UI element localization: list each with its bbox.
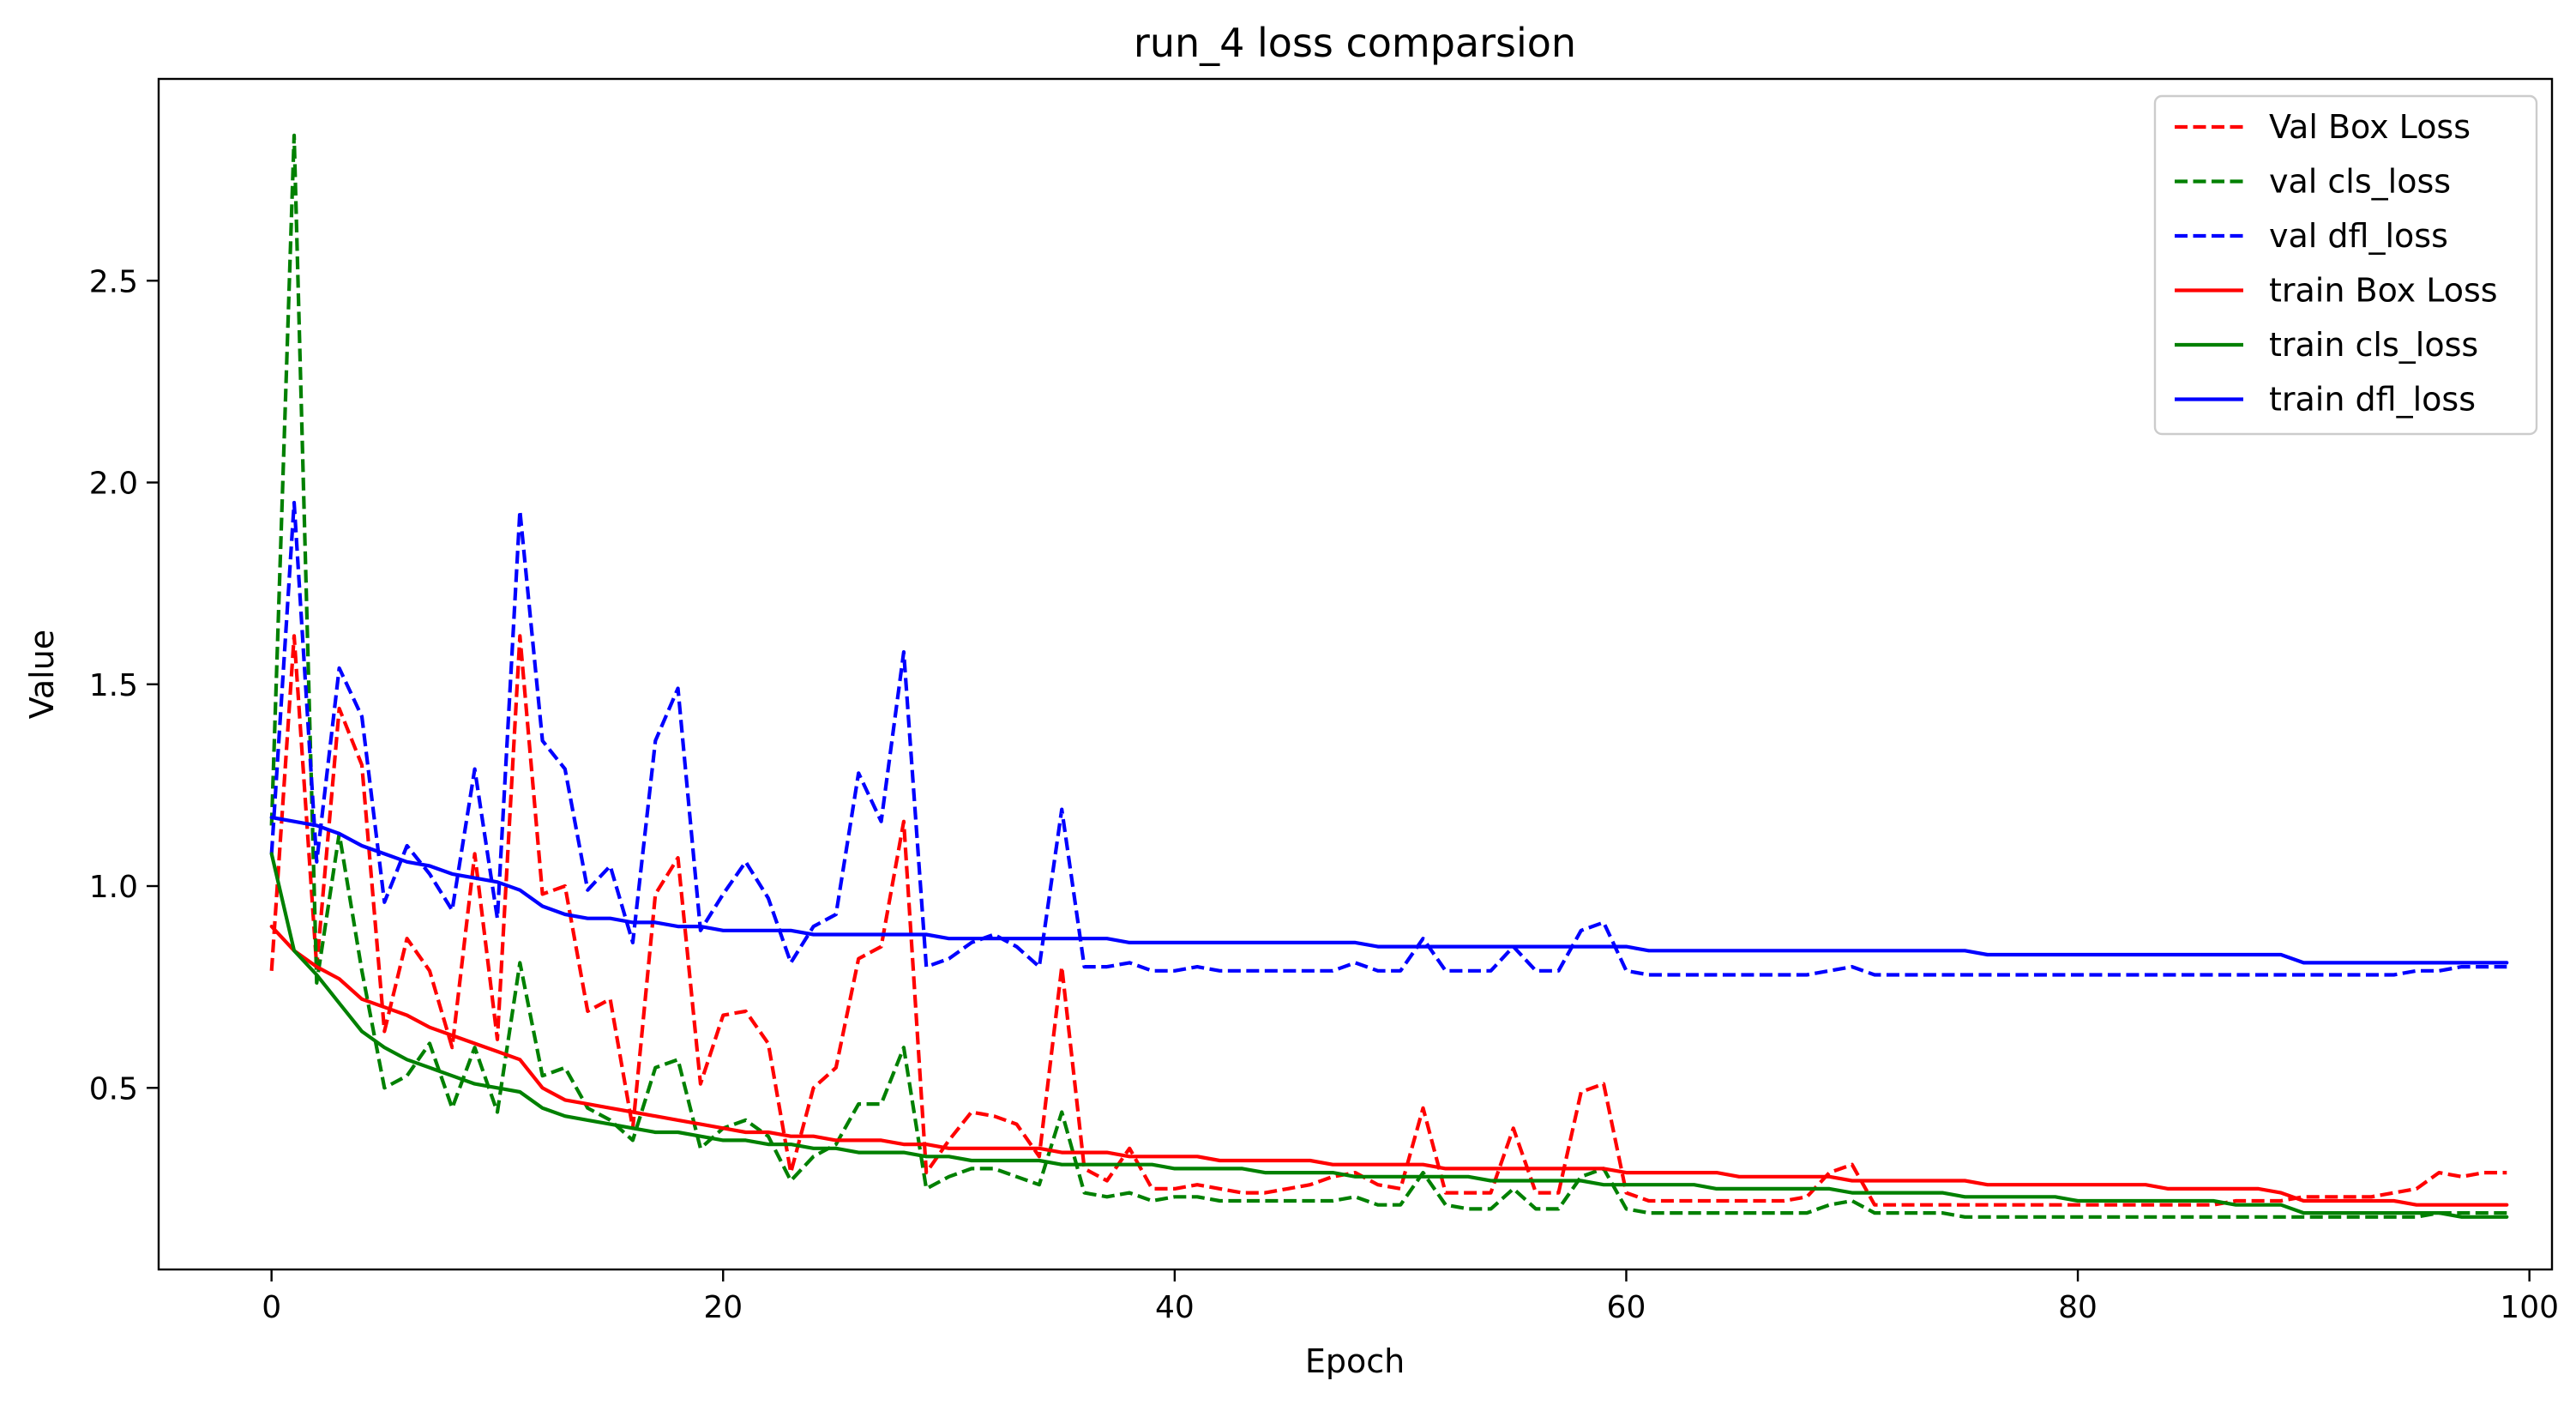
y-axis-label: Value	[23, 630, 61, 719]
x-tick-label-0: 0	[262, 1290, 281, 1325]
series-line-3	[269, 924, 2509, 1207]
y-tick-label-3: 2.0	[89, 467, 138, 502]
plot-frame	[157, 77, 2554, 1271]
y-tick-label-0: 0.5	[89, 1071, 138, 1107]
x-tick-label-2: 40	[1155, 1290, 1195, 1325]
y-tick-label-1: 1.0	[89, 870, 138, 905]
legend-label-3: train Box Loss	[2269, 272, 2498, 310]
series-line-5	[269, 815, 2509, 965]
legend-label-5: train dfl_loss	[2269, 381, 2476, 419]
series-layer	[269, 133, 2509, 1219]
legend-label-4: train cls_loss	[2269, 326, 2478, 364]
x-axis-ticks: 0 20 40 60 80 100	[262, 1269, 2559, 1325]
x-tick-label-5: 100	[2500, 1290, 2559, 1325]
chart-title: run_4 loss comparsion	[1134, 20, 1576, 66]
legend-label-2: val dfl_loss	[2269, 217, 2448, 255]
series-line-4	[269, 852, 2509, 1219]
x-tick-label-4: 80	[2058, 1290, 2098, 1325]
x-tick-label-3: 60	[1607, 1290, 1646, 1325]
series-line-2	[269, 500, 2507, 977]
legend-label-1: val cls_loss	[2269, 163, 2451, 201]
series-line-1	[269, 133, 2507, 1219]
legend-box	[2153, 94, 2538, 436]
y-axis-ticks: 0.5 1.0 1.5 2.0 2.5	[89, 264, 159, 1107]
y-tick-label-2: 1.5	[89, 668, 138, 703]
y-tick-label-4: 2.5	[89, 264, 138, 299]
x-axis-label: Epoch	[1305, 1342, 1405, 1380]
series-line-0	[269, 634, 2507, 1207]
x-tick-label-1: 20	[703, 1290, 743, 1325]
legend-label-0: Val Box Loss	[2269, 108, 2471, 146]
